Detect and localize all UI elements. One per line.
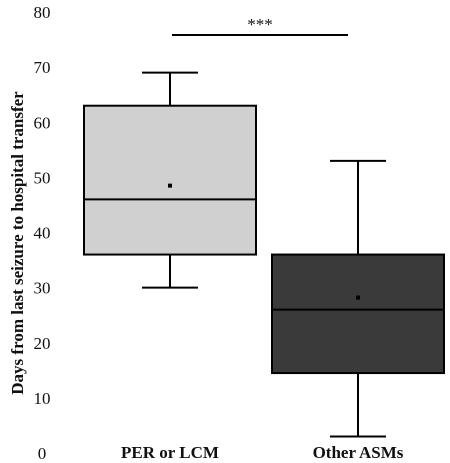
mean-marker [168, 183, 172, 188]
y-tick-label: 30 [34, 279, 51, 298]
box-2 [271, 159, 445, 438]
y-tick-label: 80 [34, 3, 51, 22]
y-tick-label: 40 [34, 224, 51, 243]
category-label: PER or LCM [121, 443, 219, 462]
y-tick-label: 60 [34, 113, 51, 132]
y-axis-title: Days from last seizure to hospital trans… [8, 91, 27, 395]
category-label: Other ASMs [313, 443, 404, 462]
significance-annotation: *** [172, 15, 348, 36]
y-tick-label: 10 [34, 389, 51, 408]
iqr-box [271, 253, 445, 375]
iqr-box [83, 104, 257, 256]
box-1 [83, 71, 257, 289]
y-tick-label: 70 [34, 58, 51, 77]
y-tick-label: 50 [34, 168, 51, 187]
boxes [83, 71, 445, 438]
category-labels: PER or LCM Other ASMs [121, 443, 404, 462]
y-tick-label: 20 [34, 334, 51, 353]
significance-stars: *** [247, 15, 273, 34]
y-axis-ticks: 0 10 20 30 40 50 60 70 80 [34, 3, 51, 463]
mean-marker [356, 295, 360, 300]
y-tick-label: 0 [38, 444, 47, 463]
